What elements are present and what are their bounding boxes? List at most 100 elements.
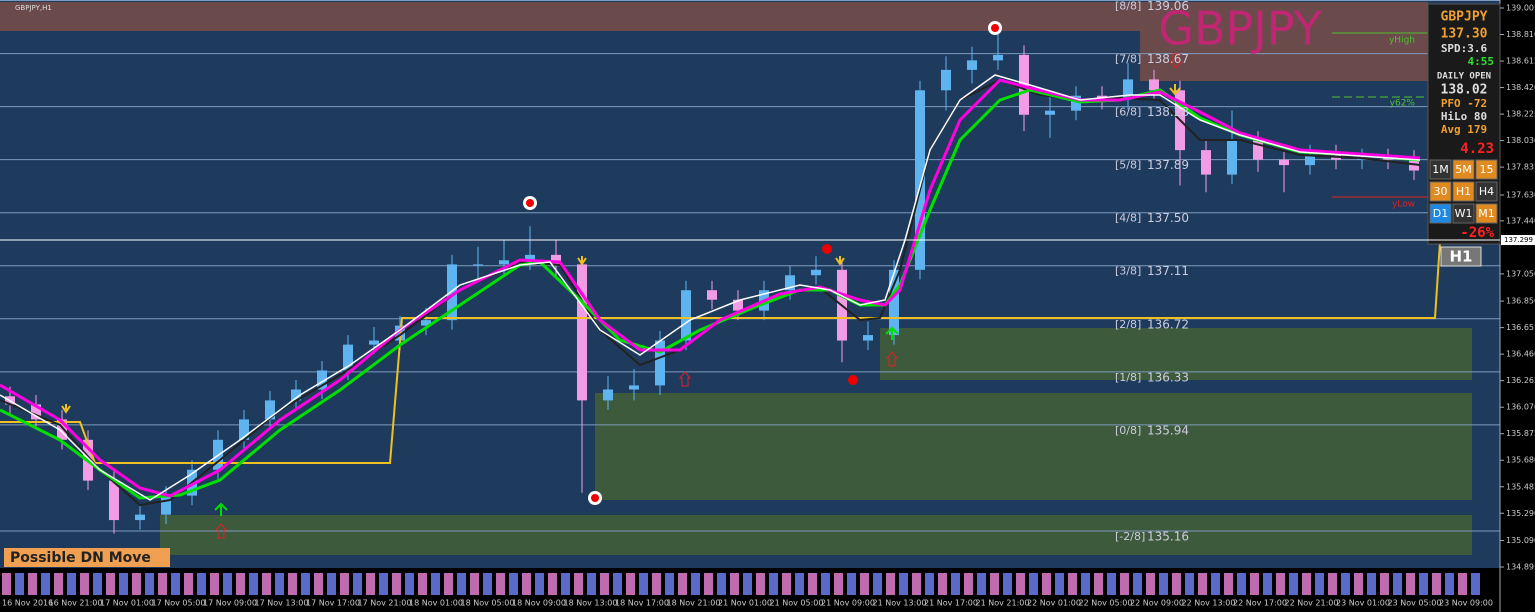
y-tick-label: 134.895 xyxy=(1506,563,1535,572)
candle-body xyxy=(1123,79,1133,100)
timeframe-button[interactable]: 30 xyxy=(1434,185,1448,198)
watermark: GBPJPY xyxy=(1158,2,1322,56)
y-tick-label: 137.050 xyxy=(1506,269,1535,278)
murrey-value: 135.94 xyxy=(1147,423,1189,437)
x-tick-label: 21 Nov 13:00 xyxy=(873,599,927,608)
candle-body xyxy=(1149,79,1159,91)
candle-body xyxy=(265,400,275,420)
y-tick-label: 136.850 xyxy=(1506,297,1535,306)
candle-body xyxy=(1071,95,1081,111)
timeframe-button-bg[interactable] xyxy=(1475,181,1498,202)
range-label: yLow xyxy=(1392,200,1415,210)
candle-body xyxy=(707,290,717,300)
x-tick-label: 18 Nov 13:00 xyxy=(564,599,618,608)
x-tick-label: 16 Nov 21:00 xyxy=(49,599,103,608)
candle-body xyxy=(31,404,41,420)
candle-body xyxy=(291,389,301,401)
y-tick-label: 138.420 xyxy=(1506,83,1535,92)
y-tick-label: 135.090 xyxy=(1506,536,1535,545)
marker xyxy=(991,24,999,32)
hilo: HiLo 80 xyxy=(1441,110,1487,123)
x-tick-label: 17 Nov 09:00 xyxy=(203,599,257,608)
timeframe-button-bg[interactable] xyxy=(1475,203,1498,224)
timeframe-button[interactable]: 15 xyxy=(1480,163,1494,176)
x-tick-label: 21 Nov 01:00 xyxy=(718,599,772,608)
candle-body xyxy=(421,320,431,326)
markers xyxy=(61,21,1183,539)
candle-body xyxy=(1201,150,1211,175)
y-tick-label: 139.005 xyxy=(1506,4,1535,13)
daily-open-label: DAILY OPEN xyxy=(1437,72,1491,82)
indicator-strip xyxy=(0,573,1480,595)
candle-body xyxy=(551,254,561,265)
candle-body xyxy=(1019,54,1029,115)
timeframe-button-bg[interactable] xyxy=(1452,203,1475,224)
timeframe-button-bg[interactable] xyxy=(1452,181,1475,202)
timeframe-button-bg[interactable] xyxy=(1452,159,1475,180)
x-tick-label: 22 Nov 09:00 xyxy=(1130,599,1184,608)
x-tick-label: 21 Nov 09:00 xyxy=(821,599,875,608)
murrey-value: 139.06 xyxy=(1147,0,1189,13)
timeframe-button[interactable]: D1 xyxy=(1433,207,1448,220)
price: 137.30 xyxy=(1441,27,1488,42)
candle-body xyxy=(473,264,483,266)
timeframe-button-bg[interactable] xyxy=(1429,159,1452,180)
timer: 4:55 xyxy=(1468,55,1495,68)
murrey-name: [5/8] xyxy=(1115,159,1141,172)
x-tick-label: 23 Nov 01:00 xyxy=(1336,599,1390,608)
candle-body xyxy=(889,269,899,336)
y-tick-label: 135.290 xyxy=(1506,509,1535,518)
x-tick-label: 17 Nov 17:00 xyxy=(306,599,360,608)
info-panel: GBPJPY 137.30 SPD:3.6 4:55 DAILY OPEN 13… xyxy=(1427,3,1501,245)
candle-body xyxy=(57,419,67,440)
y-tick-label: 135.485 xyxy=(1506,482,1535,491)
x-tick-label: 17 Nov 21:00 xyxy=(358,599,412,608)
y-tick-label: 135.680 xyxy=(1506,456,1535,465)
pfo: PFO -72 xyxy=(1441,97,1487,110)
timeframe-button[interactable]: M1 xyxy=(1478,207,1495,220)
status: Possible DN Move xyxy=(10,550,151,566)
murrey-name: [1/8] xyxy=(1115,371,1141,384)
candle-body xyxy=(681,290,691,341)
change: 4.23 xyxy=(1460,141,1494,157)
timeframe-button[interactable]: W1 xyxy=(1455,207,1473,220)
timeframe-button-bg[interactable] xyxy=(1429,203,1452,224)
arrow xyxy=(61,404,71,414)
axis-bg xyxy=(1500,0,1535,612)
x-tick-label: 22 Nov 21:00 xyxy=(1285,599,1339,608)
candle-body xyxy=(499,260,509,265)
arrow xyxy=(577,256,587,266)
candle-body xyxy=(239,419,249,440)
timeframe-button-bg[interactable] xyxy=(1475,159,1498,180)
murrey-name: [4/8] xyxy=(1115,212,1141,225)
arrow xyxy=(678,371,692,387)
arrow xyxy=(885,351,899,367)
candle-body xyxy=(161,495,171,515)
y-tick-label: 136.460 xyxy=(1506,350,1535,359)
y-tick-label: 137.440 xyxy=(1506,216,1535,225)
x-tick-label: 22 Nov 13:00 xyxy=(1182,599,1236,608)
timeframe-button-bg[interactable] xyxy=(1429,181,1452,202)
yellow-line xyxy=(0,241,1460,464)
timeframe-button[interactable]: 1M xyxy=(1432,163,1449,176)
timeframe-button[interactable]: H4 xyxy=(1479,185,1494,198)
murrey-name: [3/8] xyxy=(1115,265,1141,278)
murrey-value: 135.16 xyxy=(1147,529,1189,543)
marker xyxy=(526,199,534,207)
range-label: y62% xyxy=(1390,99,1416,109)
x-tick-label: 21 Nov 21:00 xyxy=(976,599,1030,608)
murrey-value: 138.28 xyxy=(1147,105,1189,119)
timeframe-button[interactable]: 5M xyxy=(1455,163,1472,176)
timeframe-button[interactable]: H1 xyxy=(1456,185,1471,198)
candle-body xyxy=(915,90,925,270)
x-tick-label: 21 Nov 17:00 xyxy=(924,599,978,608)
murrey-name: [7/8] xyxy=(1115,53,1141,66)
candle-body xyxy=(1279,159,1289,166)
daily-open: 138.02 xyxy=(1441,83,1488,98)
y-tick-label: 136.265 xyxy=(1506,376,1535,385)
x-tick-label: 23 Nov 05:00 xyxy=(1388,599,1442,608)
avg: Avg 179 xyxy=(1441,123,1487,136)
ma-white xyxy=(0,74,1421,501)
percent: -26% xyxy=(1460,225,1494,241)
y-tick-label: 138.225 xyxy=(1506,110,1535,119)
